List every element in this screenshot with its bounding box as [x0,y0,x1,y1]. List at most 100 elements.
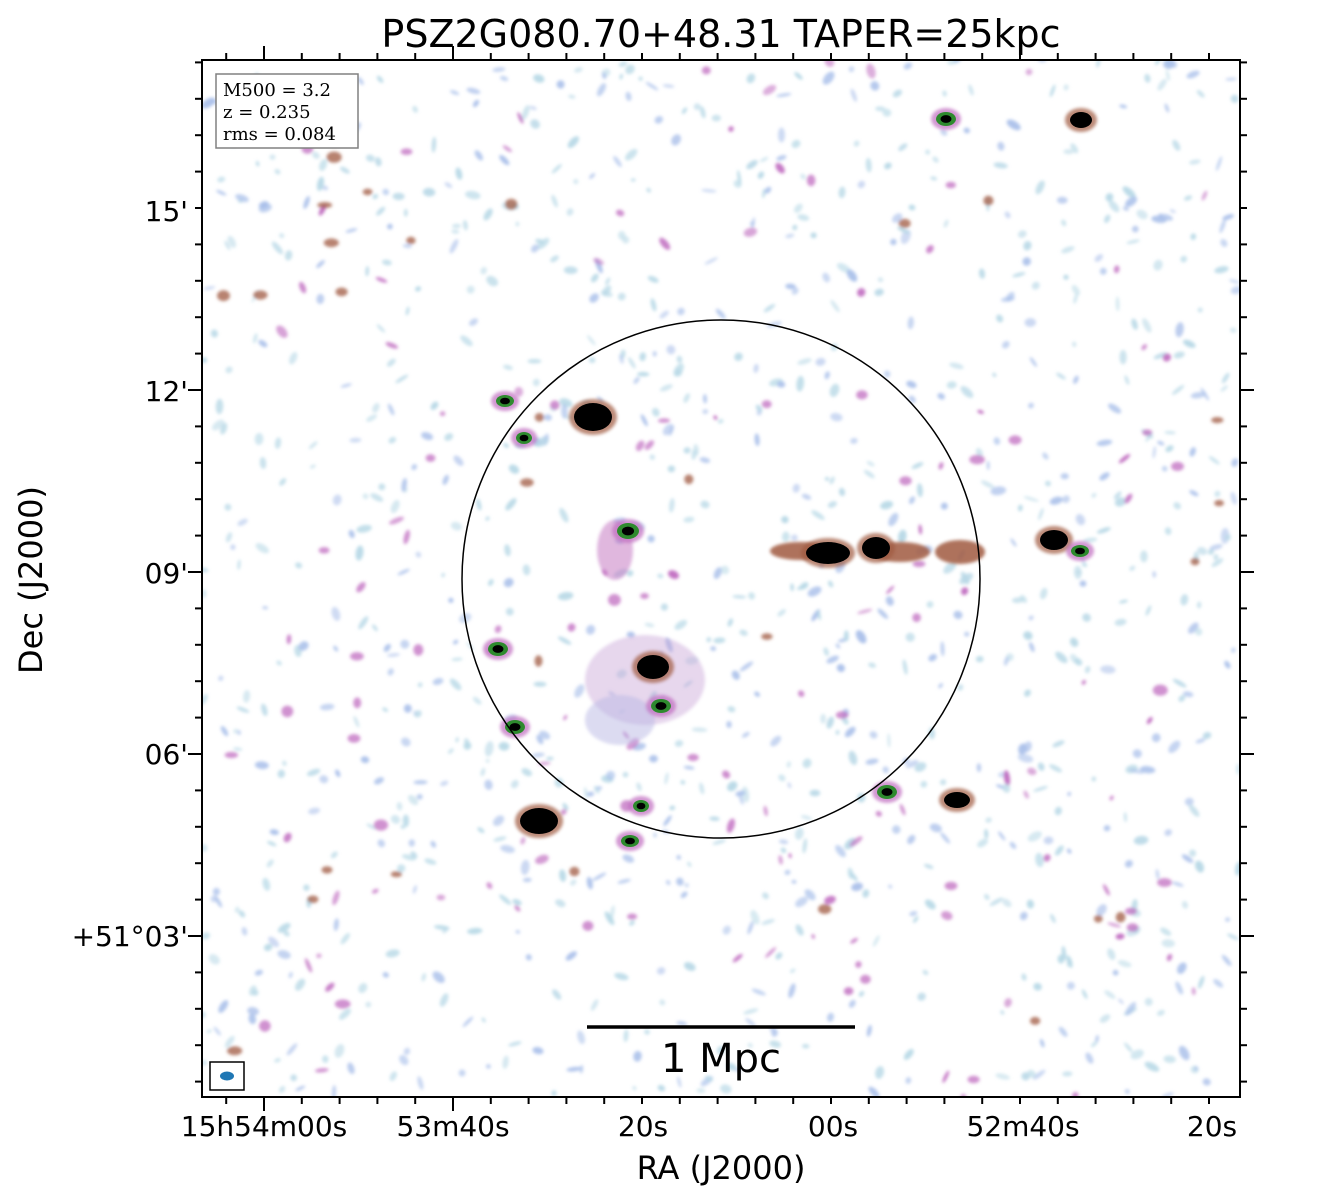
noise-blob [847,867,854,879]
noise-blob [253,333,258,344]
noise-blob [926,245,934,254]
noise-blob [362,493,369,500]
noise-blob [266,859,274,868]
noise-blob [892,825,901,834]
noise-blob [743,1008,759,1015]
noise-blob [990,486,1007,496]
noise-blob [568,94,576,99]
noise-blob [480,767,486,777]
noise-blob [1002,783,1011,793]
noise-blob [1142,318,1152,333]
faint-source [362,188,373,196]
noise-blob [484,741,494,757]
noise-blob [1146,716,1153,725]
noise-blob [822,272,831,283]
noise-blob [1221,372,1230,384]
noise-blob [704,1075,714,1082]
noise-blob [360,756,370,764]
noise-blob [778,855,783,865]
noise-blob [1164,103,1170,113]
noise-blob [659,384,673,392]
noise-blob [926,601,934,608]
noise-blob [421,972,427,982]
noise-blob [659,310,669,319]
noise-blob [857,608,873,614]
faint-source [1008,435,1022,445]
noise-blob [727,618,734,627]
noise-blob [810,232,817,239]
noise-blob [914,762,927,772]
noise-blob [1096,439,1113,447]
noise-blob [202,844,208,852]
noise-blob [824,60,835,67]
noise-blob [1219,218,1226,234]
noise-blob [316,953,322,959]
noise-blob [902,659,908,675]
noise-blob [866,461,875,467]
noise-blob [1003,770,1011,786]
noise-blob [596,786,603,791]
noise-blob [1115,296,1120,312]
noise-blob [220,422,228,435]
noise-blob [225,532,233,543]
noise-blob [304,958,313,973]
noise-blob [922,969,929,976]
noise-blob [1085,1052,1094,1064]
noise-blob [500,845,515,853]
noise-blob [402,243,413,249]
noise-blob [269,154,276,160]
noise-blob [550,255,559,263]
noise-blob [1006,291,1015,302]
noise-blob [1017,753,1034,763]
noise-blob [857,180,866,189]
faint-source [347,734,361,743]
noise-blob [295,1085,306,1092]
noise-blob [659,237,671,250]
noise-blob [702,409,709,415]
noise-blob [975,655,984,663]
noise-blob [1033,982,1042,991]
noise-blob [976,763,982,773]
noise-blob [977,409,984,414]
noise-blob [907,834,916,845]
noise-blob [937,393,945,400]
faint-source [217,290,230,302]
noise-blob [224,1035,235,1048]
source-core [637,655,669,679]
noise-blob [530,244,539,253]
noise-blob [567,623,576,632]
noise-blob [997,141,1005,151]
noise-blob [1188,804,1200,817]
noise-blob [387,668,394,676]
noise-blob [333,645,339,652]
noise-blob [1069,637,1079,647]
noise-blob [556,80,565,89]
noise-blob [701,189,717,193]
faint-source [687,753,699,762]
noise-blob [210,895,218,903]
noise-blob [510,779,519,789]
source-core [621,526,635,536]
noise-blob [1190,391,1206,399]
noise-blob [321,185,329,191]
noise-blob [274,168,281,175]
noise-blob [332,890,340,906]
noise-blob [220,726,229,737]
noise-blob [208,954,220,965]
info-mass: M500 = 3.2 [223,80,331,101]
noise-blob [401,477,407,492]
noise-blob [710,646,717,652]
noise-blob [431,136,437,153]
noise-blob [1023,631,1033,640]
noise-blob [403,208,408,217]
noise-blob [726,818,735,833]
faint-source [253,290,268,300]
faint-source [701,66,711,75]
noise-blob [913,916,919,923]
source-core [574,403,612,431]
faint-source [945,181,956,189]
noise-blob [1172,678,1187,688]
noise-blob [452,639,459,645]
source-core [940,115,952,123]
noise-blob [466,87,481,95]
